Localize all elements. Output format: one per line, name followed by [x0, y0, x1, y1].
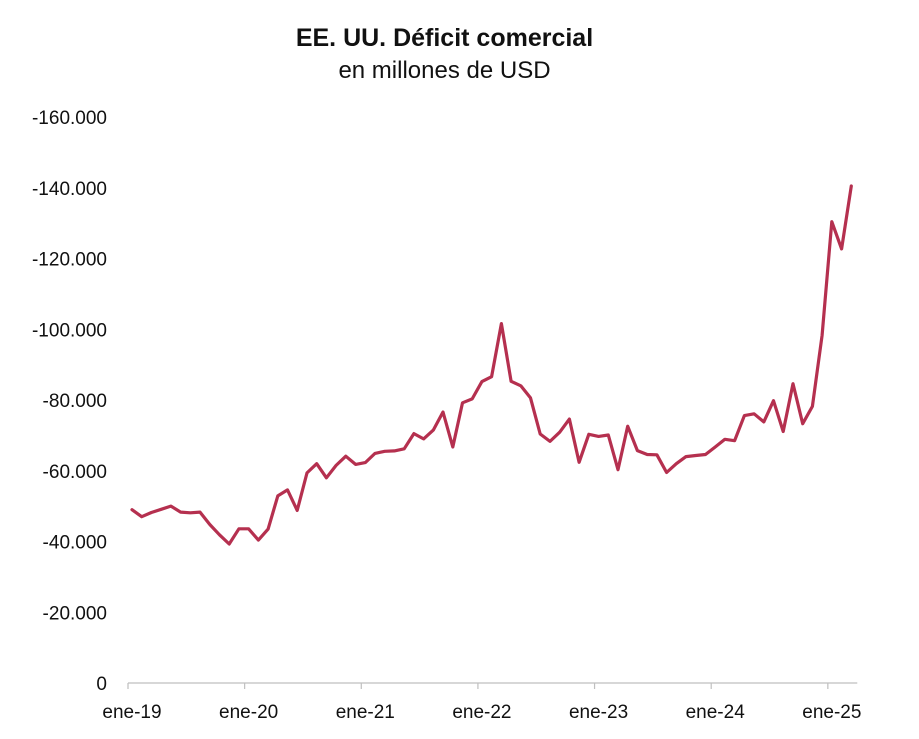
- data-point: [471, 398, 474, 401]
- y-tick-label: -100.000: [32, 320, 107, 341]
- data-point: [228, 543, 231, 546]
- data-point: [549, 440, 552, 443]
- data-point: [490, 375, 493, 378]
- data-point: [704, 453, 707, 456]
- data-point: [801, 422, 804, 425]
- data-point: [782, 430, 785, 433]
- data-point: [626, 425, 629, 428]
- data-point: [247, 527, 250, 530]
- data-point: [354, 463, 357, 466]
- data-point: [694, 454, 697, 457]
- y-tick-label: 0: [96, 674, 107, 695]
- data-point: [218, 533, 221, 536]
- data-point: [179, 511, 182, 514]
- data-point: [558, 431, 561, 434]
- data-point: [481, 380, 484, 383]
- y-tick-label: -80.000: [43, 391, 107, 412]
- data-point: [189, 511, 192, 514]
- data-point: [539, 433, 542, 436]
- data-point: [276, 495, 279, 498]
- data-point: [286, 489, 289, 492]
- data-point: [170, 505, 173, 508]
- data-point: [811, 405, 814, 408]
- data-point: [335, 464, 338, 467]
- data-point: [656, 453, 659, 456]
- data-point: [636, 449, 639, 452]
- data-point: [238, 527, 241, 530]
- y-tick-label: -60.000: [43, 462, 107, 483]
- data-point: [500, 322, 503, 325]
- data-point: [413, 432, 416, 435]
- data-point: [821, 334, 824, 337]
- series-line: [130, 184, 853, 546]
- x-tick-label: ene-20: [219, 702, 278, 723]
- x-tick-label: ene-25: [802, 702, 861, 723]
- data-point: [374, 452, 377, 455]
- data-point: [315, 462, 318, 465]
- data-point: [150, 511, 153, 514]
- y-axis: 0 -20.000 -40.000 -60.000 -80.000 -100.000 -12…: [32, 108, 107, 695]
- data-point: [422, 438, 425, 441]
- data-point: [568, 418, 571, 421]
- data-point: [607, 434, 610, 437]
- data-point: [665, 471, 668, 474]
- data-point: [675, 462, 678, 465]
- data-point: [646, 453, 649, 456]
- data-point: [587, 433, 590, 436]
- data-point: [131, 508, 134, 511]
- data-point: [792, 382, 795, 385]
- x-tick-label: ene-19: [102, 702, 161, 723]
- data-point: [714, 446, 717, 449]
- data-point: [208, 523, 211, 526]
- data-point: [461, 401, 464, 404]
- data-point: [160, 508, 163, 511]
- data-point: [617, 468, 620, 471]
- data-point: [296, 509, 299, 512]
- data-point: [724, 438, 727, 441]
- data-point: [762, 421, 765, 424]
- data-point: [140, 515, 143, 518]
- data-point: [199, 511, 202, 514]
- data-point: [743, 414, 746, 417]
- chart-subtitle: en millones de USD: [338, 57, 551, 84]
- data-point: [685, 455, 688, 458]
- data-point: [325, 476, 328, 479]
- y-tick-label: -20.000: [43, 603, 107, 624]
- x-axis: ene-19 ene-20 ene-21 ene-22 ene-23 ene-24 ene-…: [102, 682, 861, 723]
- x-tick-label: ene-21: [336, 702, 395, 723]
- data-point: [510, 380, 513, 383]
- series-layer: [130, 184, 853, 546]
- data-point: [442, 411, 445, 414]
- data-point: [403, 447, 406, 450]
- data-point: [597, 435, 600, 438]
- data-point: [364, 461, 367, 464]
- data-point: [267, 528, 270, 531]
- data-point: [257, 539, 260, 542]
- x-tick-label: ene-22: [452, 702, 511, 723]
- data-point: [519, 384, 522, 387]
- data-point: [306, 472, 309, 475]
- data-point: [772, 399, 775, 402]
- data-point: [383, 450, 386, 453]
- data-point: [578, 461, 581, 464]
- y-tick-label: -120.000: [32, 250, 107, 271]
- data-point: [850, 185, 853, 188]
- x-tick-label: ene-24: [686, 702, 746, 723]
- y-tick-label: -160.000: [32, 108, 107, 129]
- data-point: [432, 429, 435, 432]
- data-point: [344, 455, 347, 458]
- data-point: [529, 397, 532, 400]
- data-point: [451, 446, 454, 449]
- data-point: [753, 412, 756, 415]
- data-point: [840, 248, 843, 251]
- data-point: [733, 439, 736, 442]
- y-tick-label: -140.000: [32, 179, 107, 200]
- x-tick-label: ene-23: [569, 702, 628, 723]
- data-point: [830, 220, 833, 223]
- chart-title: EE. UU. Déficit comercial: [295, 24, 594, 52]
- y-tick-label: -40.000: [43, 533, 107, 554]
- data-point: [393, 450, 396, 453]
